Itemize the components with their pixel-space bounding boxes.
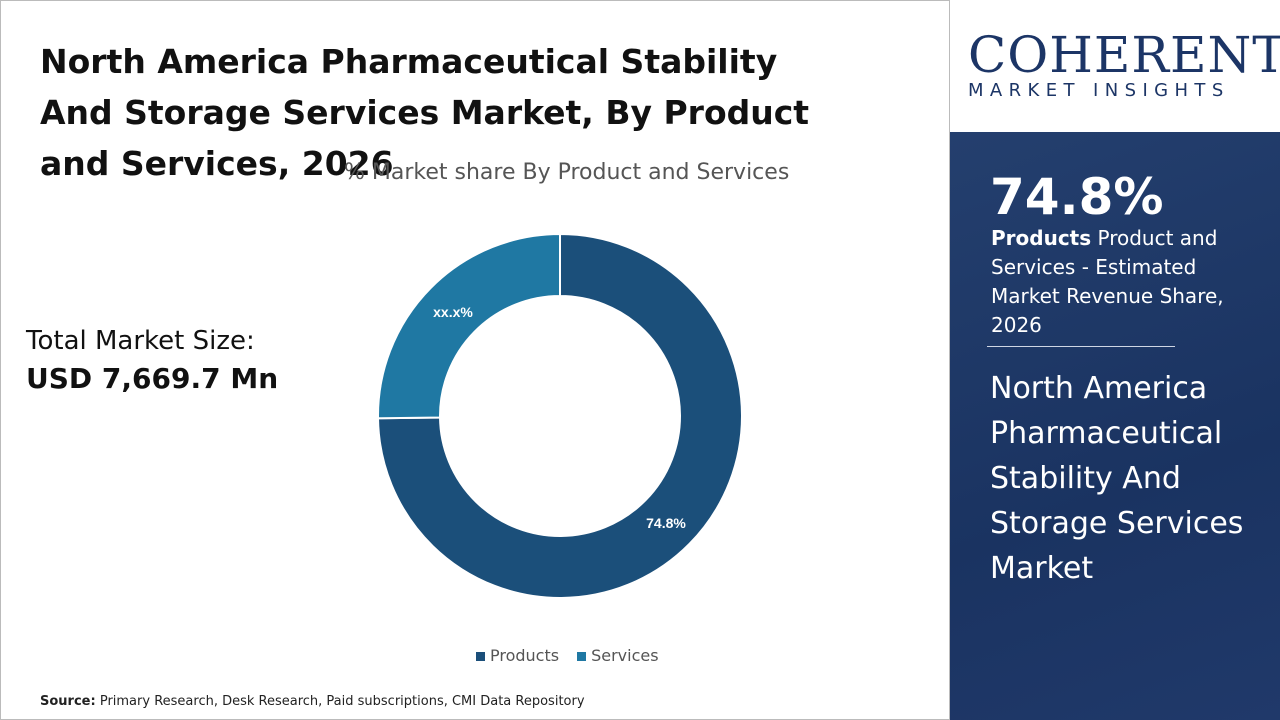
chart-title: % Market share By Product and Services [344, 160, 790, 185]
kpi-value: 74.8% [990, 168, 1164, 226]
donut-chart: 74.8% xx.x% [376, 232, 743, 599]
legend: Products Services [476, 646, 659, 665]
legend-label: Services [591, 646, 659, 665]
logo-name: COHERENT [968, 26, 1280, 84]
page-title: North America Pharmaceutical Stability A… [40, 42, 810, 183]
source-text: Primary Research, Desk Research, Paid su… [99, 694, 585, 709]
market-name: North America Pharmaceutical Stability A… [990, 371, 1244, 586]
donut-slice-services [377, 232, 561, 420]
data-label: xx.x% [433, 304, 473, 320]
total-market-value: USD 7,669.7 Mn [26, 362, 279, 395]
data-label: 74.8% [646, 515, 686, 531]
legend-item-services: Services [577, 646, 659, 665]
kpi-text: Product and Services - Estimated Market … [991, 226, 1224, 337]
kpi-description: Products Product and Services - Estimate… [991, 224, 1241, 340]
legend-label: Products [490, 646, 560, 665]
source-label: Source: [40, 694, 96, 709]
logo: COHERENT MARKET INSIGHTS [968, 26, 1280, 101]
legend-item-products: Products [476, 646, 559, 665]
kpi-segment: Products [991, 226, 1092, 250]
divider [987, 346, 1175, 347]
logo-tagline: MARKET INSIGHTS [968, 80, 1230, 101]
sidebar-panel [950, 132, 1280, 720]
donut-slice-products [376, 232, 743, 599]
total-market-label: Total Market Size: [26, 326, 255, 356]
source-note: Source: Primary Research, Desk Research,… [40, 694, 585, 709]
